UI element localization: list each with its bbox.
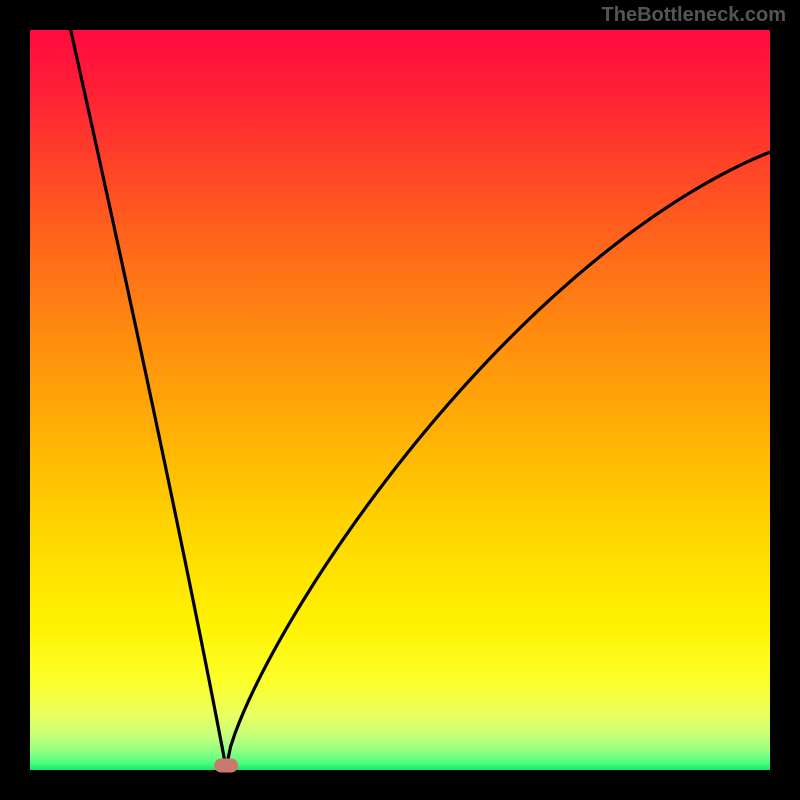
plot-background [30,30,770,770]
watermark-text: TheBottleneck.com [602,4,786,27]
min-marker [214,759,238,773]
chart-stage: TheBottleneck.com [0,0,800,800]
chart-svg [0,0,800,800]
